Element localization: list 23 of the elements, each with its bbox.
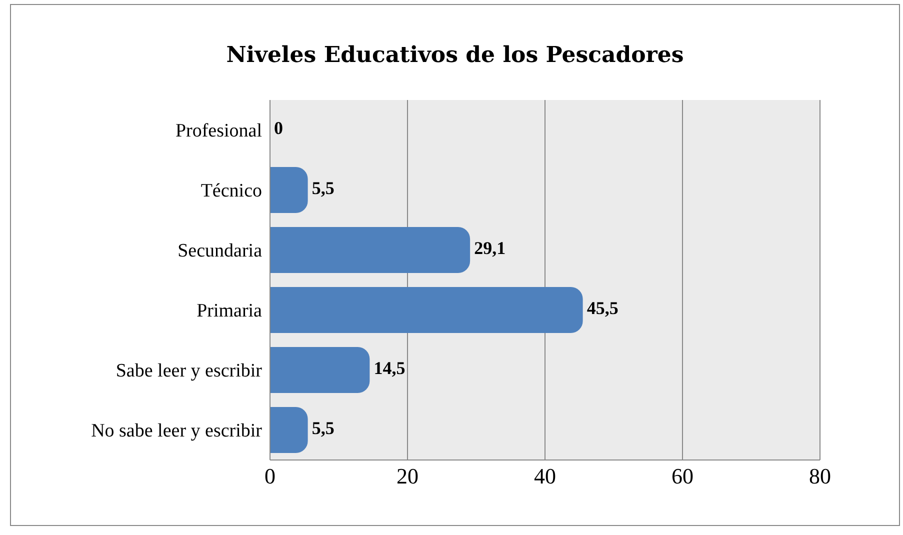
- x-tick-label: 60: [672, 464, 694, 489]
- x-tick-label: 0: [264, 464, 276, 489]
- y-tick-label: Técnico: [200, 180, 262, 202]
- bar: [270, 347, 370, 393]
- data-label: 45,5: [586, 298, 618, 318]
- data-label: 5,5: [312, 178, 334, 198]
- bar: [270, 287, 583, 333]
- y-tick-label: Primaria: [196, 300, 263, 322]
- x-tick-label: 40: [534, 464, 556, 489]
- y-tick-label: Secundaria: [178, 240, 263, 262]
- data-label: 14,5: [374, 358, 406, 378]
- y-tick-label: Sabe leer y escribir: [116, 360, 263, 382]
- y-tick-label: No sabe leer y escribir: [91, 420, 263, 442]
- x-tick-label: 80: [809, 464, 831, 489]
- bar: [270, 407, 308, 453]
- data-label: 0: [274, 118, 283, 138]
- data-label: 5,5: [312, 418, 334, 438]
- chart-title: Niveles Educativos de los Pescadores: [225, 42, 685, 68]
- data-label: 29,1: [474, 238, 506, 258]
- bar: [270, 167, 308, 213]
- y-tick-label: Profesional: [175, 120, 262, 142]
- x-tick-label: 20: [396, 464, 418, 489]
- bar: [270, 227, 470, 273]
